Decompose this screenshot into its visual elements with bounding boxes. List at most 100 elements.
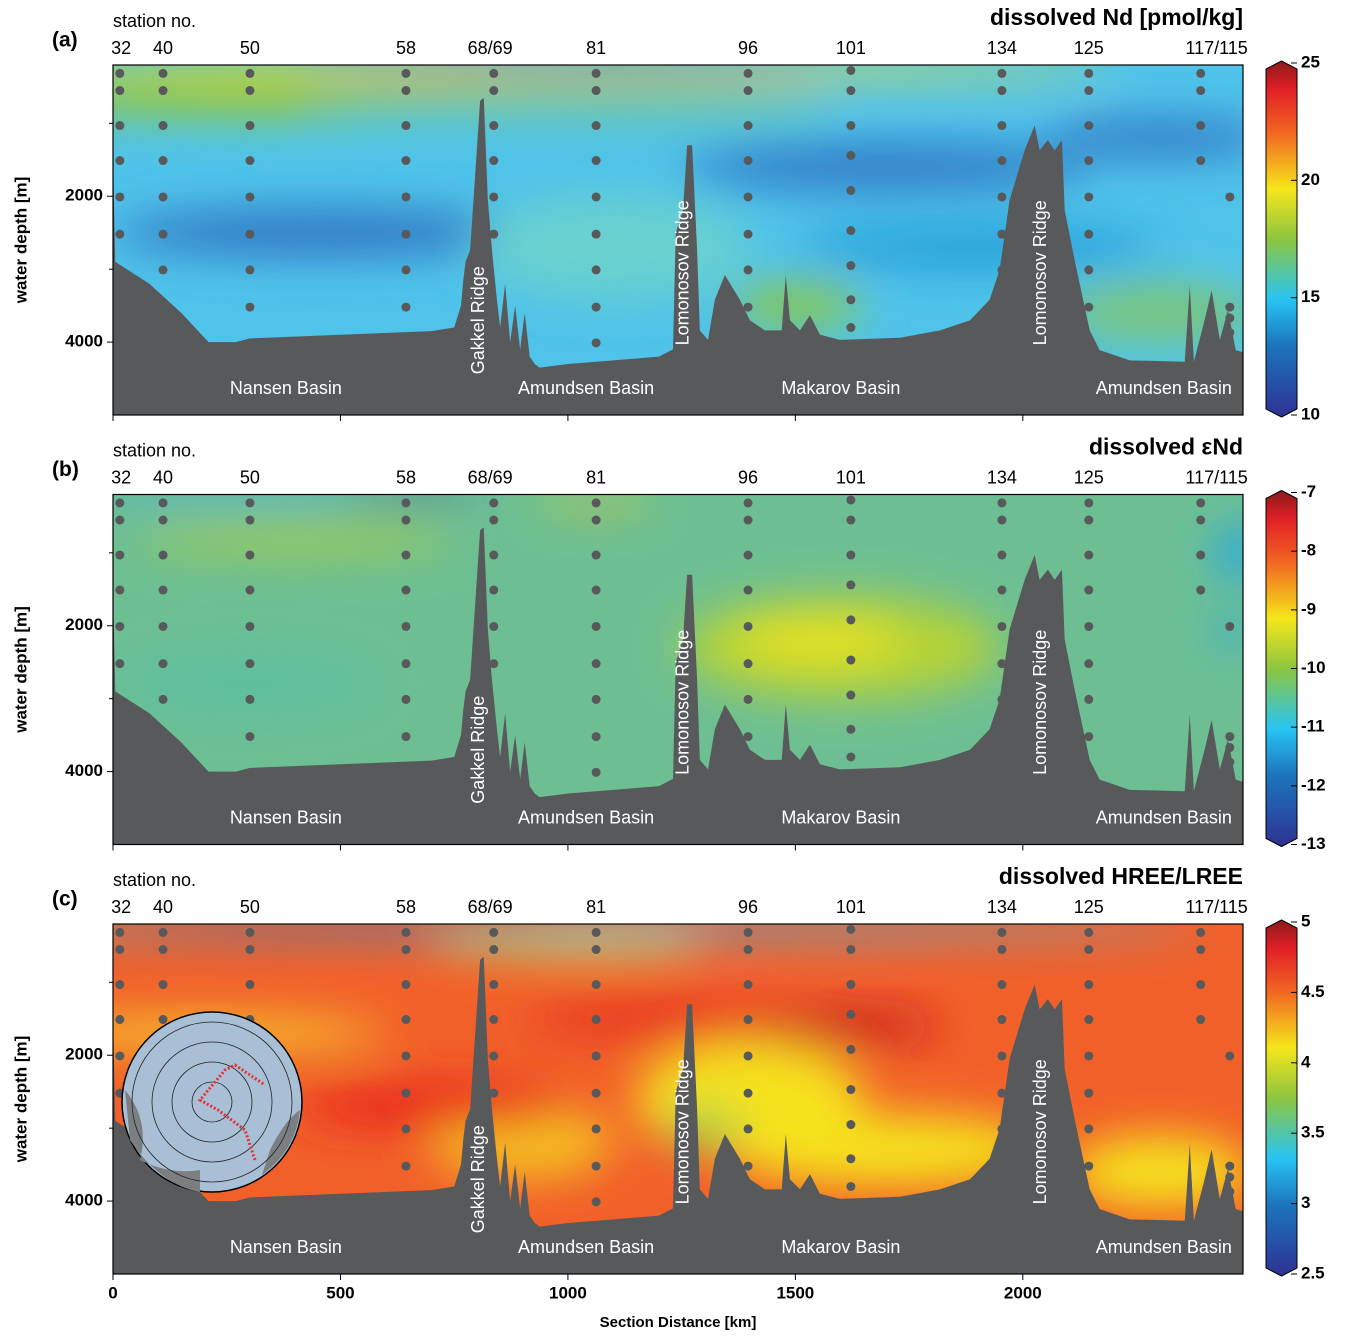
sample-dot: [401, 732, 411, 742]
sample-dot: [1225, 328, 1235, 338]
sample-dot: [1196, 945, 1206, 955]
sample-dot: [158, 927, 168, 937]
sample-dot: [158, 585, 168, 595]
field-blob: [1045, 119, 1243, 157]
basin-label: Amundsen Basin: [1096, 1237, 1232, 1257]
sample-dot: [401, 1088, 411, 1098]
colorbar-tick-label: 25: [1301, 52, 1320, 71]
sample-dot: [401, 694, 411, 704]
station-label: 96: [738, 897, 758, 917]
sample-dot: [1225, 313, 1235, 323]
station-label: 125: [1074, 38, 1104, 58]
sample-dot: [846, 185, 856, 195]
sample-dot: [115, 229, 125, 239]
sample-dot: [591, 767, 601, 777]
sample-dot: [115, 192, 125, 202]
x-tick-label: 1000: [549, 1283, 587, 1302]
station-label: 50: [240, 897, 260, 917]
sample-dot: [401, 945, 411, 955]
sample-dot: [245, 121, 255, 131]
sample-dot: [1084, 229, 1094, 239]
station-label: 40: [153, 38, 173, 58]
station-label: 32: [111, 38, 131, 58]
sample-dot: [743, 550, 753, 560]
sample-dot: [158, 229, 168, 239]
sample-dot: [489, 1051, 499, 1061]
sample-dot: [846, 515, 856, 525]
plot-frame: [112, 923, 1244, 1275]
sample-dot: [1225, 732, 1235, 742]
map-ring: [151, 1041, 273, 1163]
station-label: 68/69: [468, 897, 513, 917]
sample-dot: [1196, 86, 1206, 96]
colorbar: [1265, 919, 1298, 1277]
sample-dot: [158, 302, 168, 312]
bathymetry: [113, 97, 1243, 415]
sample-dot: [591, 694, 601, 704]
sample-dot: [743, 156, 753, 166]
station-label: 68/69: [468, 467, 513, 487]
sample-dot: [997, 659, 1007, 669]
colorbar: [1265, 489, 1298, 848]
station-label: 101: [836, 467, 866, 487]
sample-dot: [846, 550, 856, 560]
sample-dot: [115, 515, 125, 525]
sample-dot: [1084, 68, 1094, 78]
sample-dot: [1084, 1015, 1094, 1025]
colorbar-tick-label: -7: [1301, 482, 1316, 501]
sample-dot: [1225, 1161, 1235, 1171]
station-label: 40: [153, 897, 173, 917]
station-label: 101: [836, 897, 866, 917]
y-tick-label: 2000: [65, 1045, 103, 1064]
sample-dot: [1196, 585, 1206, 595]
sample-dot: [846, 580, 856, 590]
sample-dot: [997, 515, 1007, 525]
sample-dot: [743, 121, 753, 131]
sample-dot: [115, 1015, 125, 1025]
sample-dot: [245, 945, 255, 955]
sample-dot: [591, 1088, 601, 1098]
sample-dot: [591, 1051, 601, 1061]
sample-dot: [591, 1161, 601, 1171]
sample-dot: [158, 192, 168, 202]
colorbar-tick-label: 20: [1301, 170, 1320, 189]
field-blob: [1213, 618, 1243, 648]
panel-letter: (b): [52, 458, 79, 481]
sample-dot: [1225, 192, 1235, 202]
sample-dot: [1225, 621, 1235, 631]
sample-dot: [158, 86, 168, 96]
field-blob: [113, 210, 523, 255]
sample-dot: [997, 68, 1007, 78]
sample-dot: [1084, 980, 1094, 990]
field-blobs: [113, 65, 1243, 343]
sample-dot: [1084, 265, 1094, 275]
sample-dot: [245, 515, 255, 525]
station-label: 134: [987, 467, 1017, 487]
ridge-label: Gakkel Ridge: [468, 1125, 488, 1233]
sample-dot: [489, 498, 499, 508]
sample-dot: [489, 515, 499, 525]
sample-dot: [997, 980, 1007, 990]
colorbar-tick-label: 4.5: [1301, 982, 1325, 1001]
sample-dot: [846, 945, 856, 955]
sample-dot: [158, 980, 168, 990]
sample-dot: [846, 150, 856, 160]
sample-dot: [1196, 498, 1206, 508]
sample-dot: [846, 1182, 856, 1191]
sample-dot: [115, 121, 125, 131]
sample-dot: [115, 1051, 125, 1061]
sample-dot: [401, 515, 411, 525]
colorbar-tick-label: 4: [1301, 1052, 1311, 1071]
sample-dot: [401, 498, 411, 508]
sample-dot: [997, 229, 1007, 239]
station-label: 96: [738, 38, 758, 58]
sample-dot: [401, 1124, 411, 1134]
sample-dot: [115, 68, 125, 78]
sample-dot: [245, 265, 255, 275]
sample-dot: [245, 659, 255, 669]
sample-dot: [245, 694, 255, 704]
sample-dot: [489, 659, 499, 669]
bathymetry: [113, 527, 1243, 845]
sample-dot: [743, 192, 753, 202]
sample-dot: [245, 732, 255, 742]
